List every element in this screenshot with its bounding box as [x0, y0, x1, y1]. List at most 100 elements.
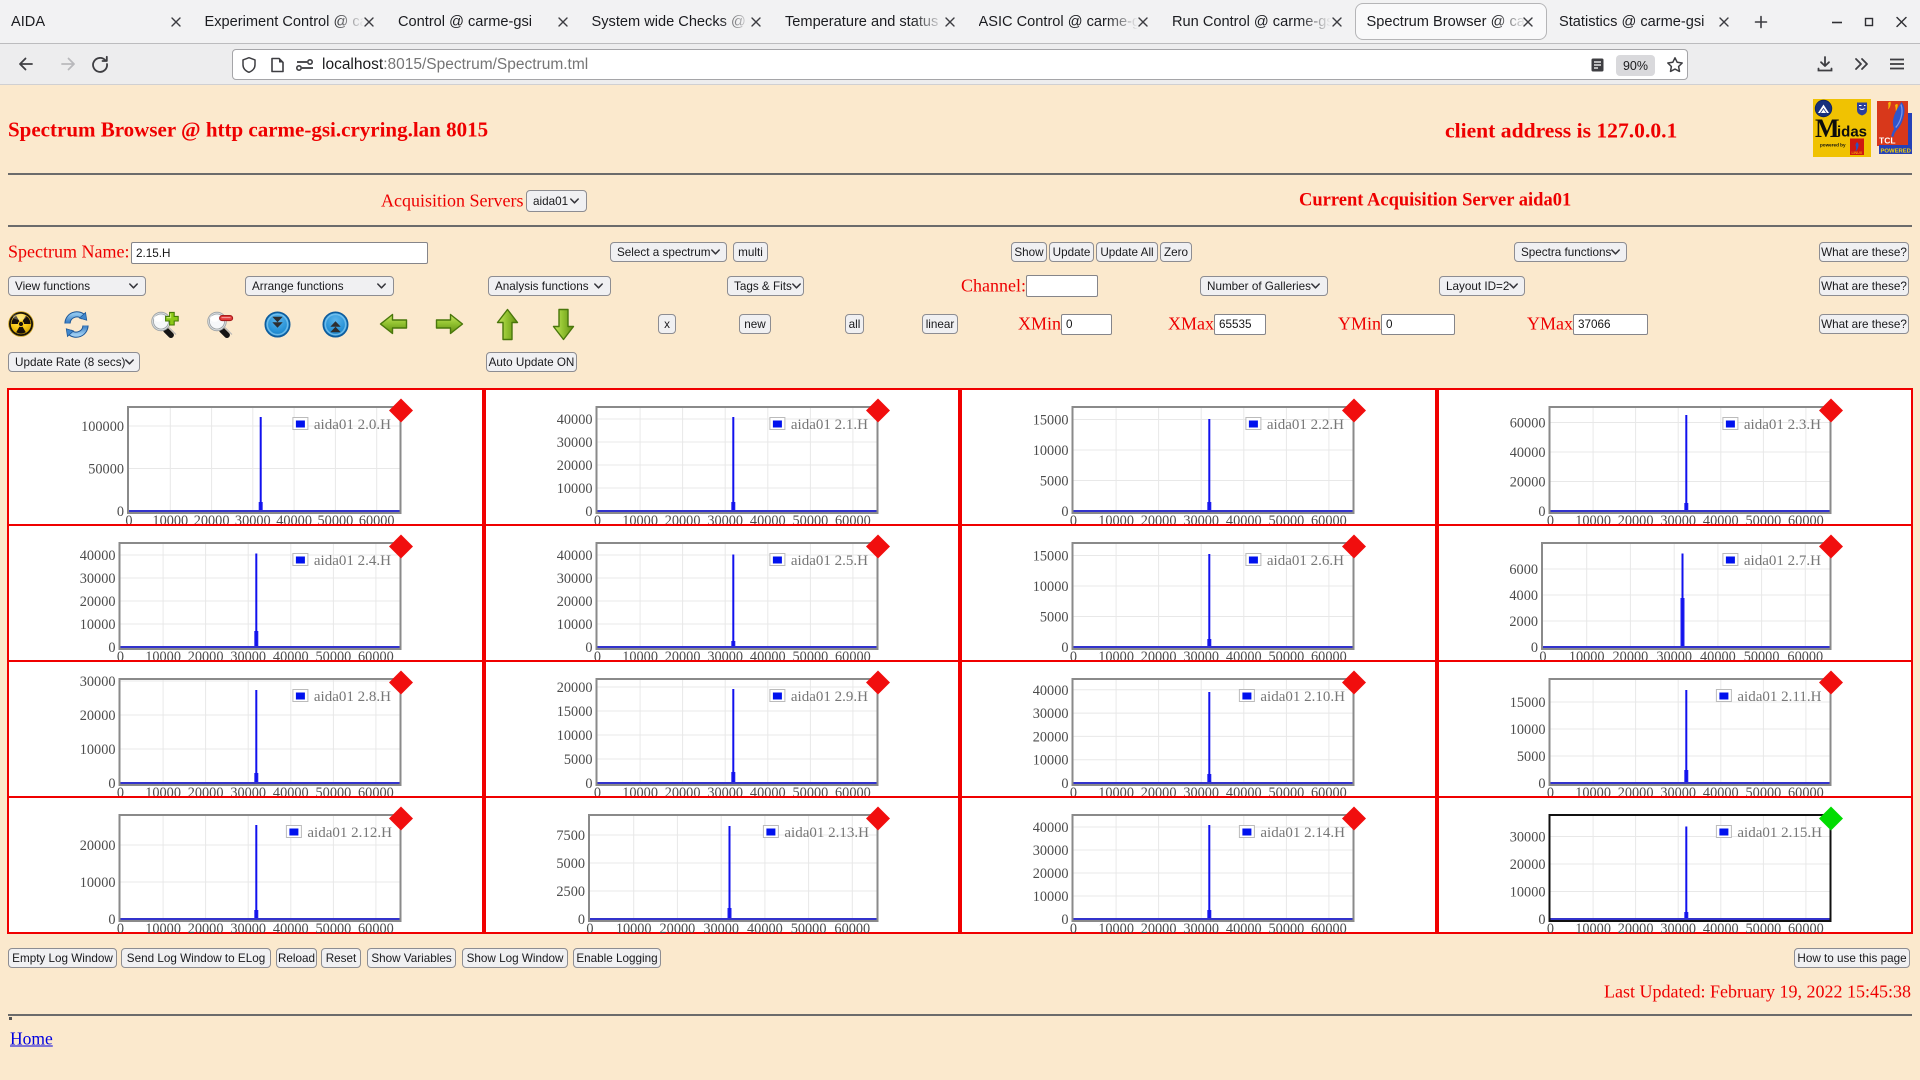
svg-text:20000: 20000 — [1033, 729, 1069, 745]
svg-text:20000: 20000 — [556, 680, 592, 696]
svg-text:aida01 2.8.H: aida01 2.8.H — [314, 689, 391, 705]
svg-text:0: 0 — [108, 640, 115, 656]
svg-text:0: 0 — [1061, 504, 1068, 520]
svg-text:10000: 10000 — [615, 921, 651, 937]
svg-text:30000: 30000 — [556, 435, 592, 451]
svg-text:50000: 50000 — [1745, 921, 1781, 937]
svg-text:aida01 2.3.H: aida01 2.3.H — [1743, 417, 1820, 433]
svg-text:0: 0 — [1546, 513, 1553, 529]
svg-text:10000: 10000 — [145, 921, 181, 937]
svg-text:aida01 2.12.H: aida01 2.12.H — [307, 825, 392, 841]
svg-text:aida01 2.10.H: aida01 2.10.H — [1260, 689, 1345, 705]
svg-text:50000: 50000 — [88, 462, 124, 478]
svg-text:20000: 20000 — [1141, 921, 1177, 937]
svg-text:POWERED: POWERED — [1881, 148, 1911, 154]
svg-text:20000: 20000 — [80, 838, 116, 854]
svg-text:60000: 60000 — [1509, 416, 1545, 432]
svg-text:aida01 2.14.H: aida01 2.14.H — [1260, 825, 1345, 841]
svg-text:5000: 5000 — [1516, 749, 1545, 765]
svg-text:20000: 20000 — [1509, 857, 1545, 873]
svg-text:10000: 10000 — [1575, 921, 1611, 937]
svg-text:15000: 15000 — [1033, 549, 1069, 565]
svg-text:aida01 2.13.H: aida01 2.13.H — [784, 825, 869, 841]
svg-text:0: 0 — [1538, 776, 1545, 792]
svg-text:aida01 2.0.H: aida01 2.0.H — [314, 417, 391, 433]
svg-text:0: 0 — [593, 785, 600, 801]
svg-text:40000: 40000 — [273, 921, 309, 937]
svg-text:10000: 10000 — [80, 617, 116, 633]
svg-text:aida01 2.5.H: aida01 2.5.H — [790, 553, 867, 569]
svg-text:10000: 10000 — [556, 728, 592, 744]
svg-text:40000: 40000 — [1509, 445, 1545, 461]
svg-text:10000: 10000 — [1033, 443, 1069, 459]
svg-text:10000: 10000 — [1033, 579, 1069, 595]
svg-text:powered by: powered by — [1820, 143, 1846, 148]
svg-text:10000: 10000 — [556, 481, 592, 497]
svg-text:0: 0 — [117, 785, 124, 801]
svg-text:20000: 20000 — [659, 921, 695, 937]
svg-text:20000: 20000 — [556, 458, 592, 474]
svg-text:30000: 30000 — [80, 571, 116, 587]
svg-text:0: 0 — [108, 776, 115, 792]
svg-text:TCL: TCL — [1879, 136, 1896, 146]
svg-text:30000: 30000 — [1033, 706, 1069, 722]
svg-text:30000: 30000 — [1509, 830, 1545, 846]
svg-text:10000: 10000 — [1509, 885, 1545, 901]
svg-text:aida01 2.7.H: aida01 2.7.H — [1743, 553, 1820, 569]
svg-text:20000: 20000 — [1509, 475, 1545, 491]
svg-text:0: 0 — [1070, 513, 1077, 529]
svg-text:15000: 15000 — [556, 704, 592, 720]
svg-text:0: 0 — [593, 649, 600, 665]
svg-text:30000: 30000 — [1183, 921, 1219, 937]
svg-text:0: 0 — [586, 921, 593, 937]
svg-text:20000: 20000 — [80, 708, 116, 724]
svg-text:2500: 2500 — [556, 884, 585, 900]
svg-text:40000: 40000 — [80, 548, 116, 564]
svg-text:0: 0 — [585, 640, 592, 656]
svg-text:0: 0 — [593, 513, 600, 529]
svg-text:10000: 10000 — [556, 617, 592, 633]
svg-text:4000: 4000 — [1509, 588, 1538, 604]
svg-text:40000: 40000 — [1702, 921, 1738, 937]
svg-text:5000: 5000 — [563, 752, 592, 768]
svg-text:15000: 15000 — [1033, 413, 1069, 429]
svg-text:10000: 10000 — [80, 875, 116, 891]
svg-text:0: 0 — [585, 776, 592, 792]
svg-text:50000: 50000 — [790, 921, 826, 937]
svg-text:20000: 20000 — [1033, 866, 1069, 882]
svg-text:60000: 60000 — [1788, 921, 1824, 937]
svg-text:6000: 6000 — [1509, 562, 1538, 578]
svg-text:10000: 10000 — [80, 742, 116, 758]
svg-text:20000: 20000 — [556, 594, 592, 610]
svg-text:aida01 2.11.H: aida01 2.11.H — [1737, 689, 1821, 705]
svg-text:0: 0 — [117, 921, 124, 937]
svg-text:7500: 7500 — [556, 828, 585, 844]
svg-text:0: 0 — [1538, 912, 1545, 928]
svg-text:60000: 60000 — [1311, 921, 1347, 937]
svg-text:5000: 5000 — [1040, 610, 1069, 626]
svg-text:40000: 40000 — [1033, 820, 1069, 836]
svg-text:40000: 40000 — [1226, 921, 1262, 937]
svg-text:idas: idas — [1837, 124, 1867, 141]
svg-text:0: 0 — [108, 912, 115, 928]
svg-text:40000: 40000 — [556, 412, 592, 428]
svg-text:0: 0 — [1061, 776, 1068, 792]
svg-text:0: 0 — [1070, 921, 1077, 937]
svg-text:100000: 100000 — [81, 419, 124, 435]
svg-text:0: 0 — [1070, 649, 1077, 665]
svg-text:aida01 2.6.H: aida01 2.6.H — [1267, 553, 1344, 569]
svg-text:15000: 15000 — [1509, 695, 1545, 711]
svg-text:0: 0 — [577, 912, 584, 928]
svg-text:20000: 20000 — [188, 921, 224, 937]
svg-text:30000: 30000 — [703, 921, 739, 937]
svg-text:0: 0 — [117, 504, 124, 520]
svg-text:0: 0 — [1546, 785, 1553, 801]
svg-text:60000: 60000 — [358, 921, 394, 937]
svg-text:40000: 40000 — [556, 548, 592, 564]
svg-text:0: 0 — [125, 513, 132, 529]
svg-text:M: M — [1815, 114, 1840, 143]
svg-text:50000: 50000 — [1269, 921, 1305, 937]
svg-text:aida01 2.1.H: aida01 2.1.H — [790, 417, 867, 433]
svg-text:0: 0 — [1539, 649, 1546, 665]
svg-text:10000: 10000 — [1509, 722, 1545, 738]
